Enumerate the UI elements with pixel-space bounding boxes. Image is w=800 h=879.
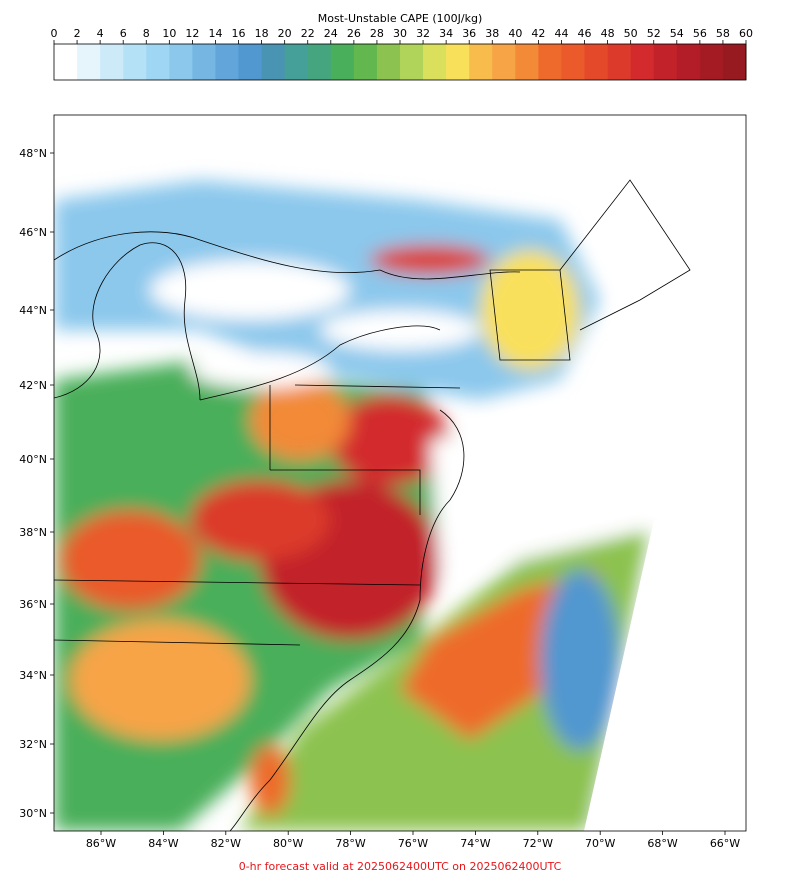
colorbar-swatch: [169, 44, 193, 80]
cape-field: [54, 115, 746, 831]
colorbar-tick-label: 6: [120, 27, 127, 40]
colorbar-tick-label: 28: [370, 27, 384, 40]
colorbar-swatch: [77, 44, 101, 80]
lat-label: 38°N: [19, 526, 47, 539]
lon-label: 78°W: [335, 837, 365, 850]
colorbar-swatch: [722, 44, 747, 80]
colorbar-swatch: [54, 44, 78, 80]
colorbar-tick-label: 44: [554, 27, 568, 40]
colorbar-tick-label: 22: [301, 27, 315, 40]
lat-label: 42°N: [19, 379, 47, 392]
colorbar-swatch: [215, 44, 240, 80]
colorbar-swatch: [423, 44, 447, 80]
colorbar-swatch: [653, 44, 678, 80]
colorbar-swatch: [699, 44, 724, 80]
lon-label: 84°W: [148, 837, 178, 850]
colorbar-swatch: [584, 44, 609, 80]
colorbar-swatch: [100, 44, 124, 80]
colorbar-tick-label: 60: [739, 27, 753, 40]
colorbar-tick-label: 48: [601, 27, 615, 40]
colorbar-swatch: [630, 44, 655, 80]
colorbar-swatch: [353, 44, 378, 80]
lat-label: 48°N: [19, 147, 47, 160]
lat-label: 40°N: [19, 453, 47, 466]
colorbar-swatch: [123, 44, 147, 80]
colorbar-swatch: [607, 44, 632, 80]
colorbar-tick-label: 38: [485, 27, 499, 40]
colorbar-tick-label: 14: [208, 27, 222, 40]
colorbar-tick-label: 24: [324, 27, 338, 40]
lon-label: 66°W: [710, 837, 740, 850]
colorbar-swatch: [515, 44, 539, 80]
map-axes: 48°N 46°N 44°N 42°N 40°N 38°N 36°N 34°N 32°N 30°N…: [19, 147, 740, 850]
colorbar-tick-label: 36: [462, 27, 476, 40]
lat-label: 46°N: [19, 226, 47, 239]
colorbar-swatch: [330, 44, 355, 80]
colorbar-tick-label: 12: [185, 27, 199, 40]
colorbar-tick-label: 32: [416, 27, 430, 40]
colorbar-tick-label: 20: [278, 27, 292, 40]
colorbar-tick-label: 54: [670, 27, 684, 40]
colorbar-frame: [53, 43, 747, 81]
colorbar-tick-label: 10: [162, 27, 176, 40]
colorbar-swatch: [561, 44, 586, 80]
lon-label: 72°W: [523, 837, 553, 850]
lat-label: 44°N: [19, 304, 47, 317]
colorbar-swatch: [538, 44, 562, 80]
colorbar-tick-label: 52: [647, 27, 661, 40]
colorbar-swatch: [446, 44, 470, 80]
colorbar-swatch: [469, 44, 493, 80]
colorbar-title: Most-Unstable CAPE (100J/kg): [318, 12, 483, 25]
lat-label: 30°N: [19, 807, 47, 820]
lat-label: 32°N: [19, 738, 47, 751]
colorbar-tick-label: 34: [439, 27, 453, 40]
colorbar-tick-label: 8: [143, 27, 150, 40]
colorbar-tick-label: 46: [578, 27, 592, 40]
colorbar-tick-label: 56: [693, 27, 707, 40]
colorbar-tick-label: 16: [232, 27, 246, 40]
colorbar-swatch: [284, 44, 309, 80]
colorbar-swatch: [376, 44, 401, 80]
map-frame: [53, 114, 747, 832]
colorbar-swatch: [261, 44, 286, 80]
lon-label: 70°W: [585, 837, 615, 850]
colorbar-tick-label: 40: [508, 27, 522, 40]
colorbar-tick-label: 58: [716, 27, 730, 40]
colorbar-tick-label: 30: [393, 27, 407, 40]
colorbar-swatch: [192, 44, 216, 80]
lon-label: 76°W: [398, 837, 428, 850]
lon-label: 74°W: [460, 837, 490, 850]
colorbar-swatch: [307, 44, 332, 80]
lon-label: 68°W: [647, 837, 677, 850]
colorbar-tick-label: 0: [51, 27, 58, 40]
lon-label: 80°W: [273, 837, 303, 850]
colorbar-swatch: [676, 44, 701, 80]
colorbar-swatch: [492, 44, 516, 80]
footer-note: 0-hr forecast valid at 2025062400UTC on …: [239, 860, 562, 873]
colorbar-tick-label: 4: [97, 27, 104, 40]
lat-label: 34°N: [19, 669, 47, 682]
colorbar-swatch: [238, 44, 263, 80]
lat-label: 36°N: [19, 598, 47, 611]
colorbar-tick-label: 26: [347, 27, 361, 40]
lon-label: 82°W: [211, 837, 241, 850]
colorbar-swatch: [400, 44, 424, 80]
colorbar-swatch: [146, 44, 170, 80]
colorbar-tick-label: 42: [531, 27, 545, 40]
colorbar-tick-label: 18: [255, 27, 269, 40]
colorbar-tick-label: 50: [624, 27, 638, 40]
colorbar: 0 2 4 6 8 10 12 14 16 18 20 22 24 26 28 30 32 34 36 38 40 42 4…: [51, 27, 753, 80]
lon-label: 86°W: [86, 837, 116, 850]
colorbar-tick-label: 2: [74, 27, 81, 40]
